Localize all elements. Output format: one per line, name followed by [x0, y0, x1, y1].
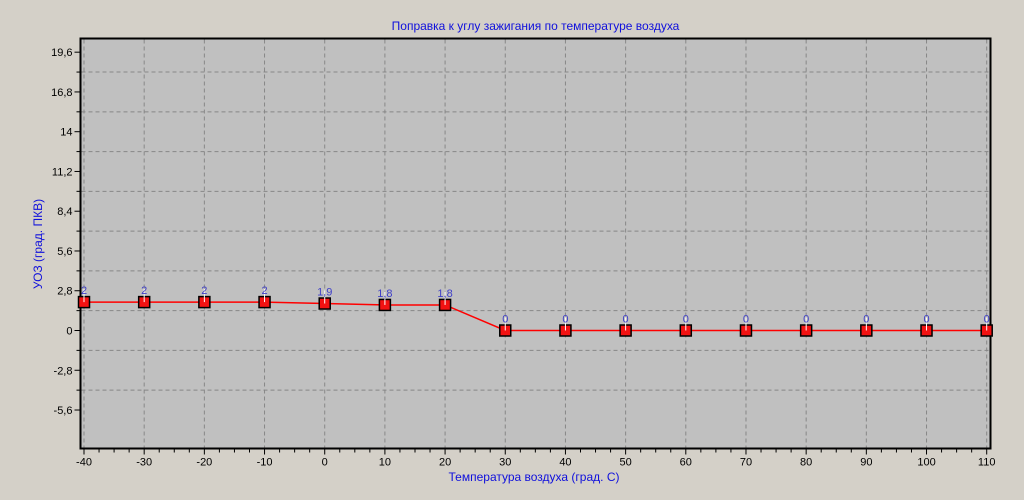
- plot-background: [80, 38, 991, 449]
- x-tick-label: -40: [76, 457, 92, 469]
- point-value-label: 0: [923, 314, 929, 326]
- x-tick-label: 70: [740, 457, 752, 469]
- point-value-label: 0: [803, 314, 809, 326]
- y-tick-label: 0: [66, 326, 72, 338]
- y-tick-label: 5,6: [57, 246, 72, 258]
- point-value-label: 2: [81, 285, 87, 297]
- point-value-label: 0: [743, 314, 749, 326]
- y-tick-label: 2,8: [57, 286, 72, 298]
- x-tick-label: -30: [136, 457, 152, 469]
- y-tick-label: -5,6: [54, 405, 73, 417]
- x-tick-label: 0: [322, 457, 328, 469]
- chart-title: Поправка к углу зажигания по температуре…: [391, 19, 680, 33]
- point-value-label: 1,8: [377, 288, 392, 300]
- point-value-label: 0: [562, 314, 568, 326]
- x-tick-label: -10: [257, 457, 273, 469]
- point-value-label: 2: [201, 285, 207, 297]
- point-value-label: 1,9: [317, 287, 332, 299]
- x-tick-label: 80: [800, 457, 812, 469]
- y-tick-label: 16,8: [51, 87, 72, 99]
- point-value-label: 0: [623, 314, 629, 326]
- x-tick-label: 50: [619, 457, 631, 469]
- point-value-label: 0: [863, 314, 869, 326]
- y-tick-label: 14: [60, 127, 72, 139]
- point-value-label: 2: [261, 285, 267, 297]
- y-tick-label: 11,2: [52, 166, 73, 178]
- x-tick-label: 100: [917, 457, 935, 469]
- point-value-label: 0: [683, 314, 689, 326]
- y-tick-label: 8,4: [57, 206, 72, 218]
- x-tick-label: -20: [196, 457, 212, 469]
- y-tick-label: 19,6: [51, 47, 72, 59]
- x-tick-label: 60: [680, 457, 692, 469]
- point-value-label: 0: [502, 314, 508, 326]
- x-tick-label: 90: [860, 457, 872, 469]
- point-value-label: 0: [984, 314, 990, 326]
- y-tick-label: -2,8: [54, 365, 73, 377]
- x-tick-label: 110: [978, 457, 996, 469]
- plot-border: [79, 37, 992, 450]
- x-tick-label: 10: [379, 457, 391, 469]
- point-value-label: 1,8: [437, 288, 452, 300]
- x-tick-label: 30: [499, 457, 511, 469]
- x-tick-label: 40: [559, 457, 571, 469]
- series-line: [84, 301, 987, 332]
- x-axis-label: Температура воздуха (град. С): [448, 470, 620, 484]
- point-value-label: 2: [141, 285, 147, 297]
- x-tick-label: 20: [439, 457, 451, 469]
